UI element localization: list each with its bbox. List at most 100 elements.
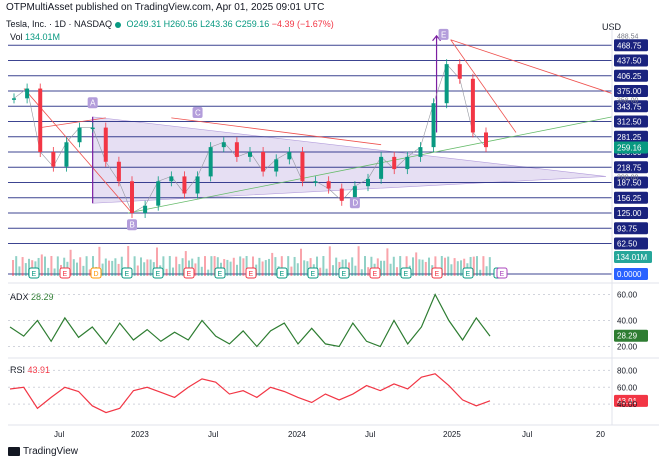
earnings-marker <box>338 267 350 279</box>
ohlc-close: C259.16 <box>235 19 270 29</box>
volume-bar <box>360 269 363 276</box>
earnings-marker <box>152 267 164 279</box>
volume-bar <box>229 261 232 276</box>
time-tick-label: Jul <box>54 430 64 439</box>
price-level-badge <box>614 69 648 82</box>
price-candle <box>431 103 436 148</box>
volume-bar <box>316 256 318 276</box>
hidden-level-label: 488.54 <box>617 34 639 41</box>
rsi-name[interactable]: RSI <box>10 365 26 375</box>
adx-level-label: 40.00 <box>617 317 638 326</box>
price-candle <box>38 88 43 152</box>
volume-bar <box>389 263 392 276</box>
volume-bar <box>207 269 210 276</box>
volume-bar <box>488 257 491 276</box>
volume-bar <box>476 256 478 276</box>
adx-line <box>9 293 491 348</box>
earnings-marker-label: D <box>94 271 99 278</box>
last-price-badge <box>614 141 648 154</box>
volume-value: 134.01M <box>25 32 61 42</box>
trendline <box>40 117 106 128</box>
time-tick-label: Jul <box>522 430 532 439</box>
price-candle <box>405 156 410 170</box>
price-candle <box>64 142 69 167</box>
price-candle <box>77 127 82 143</box>
volume-bar <box>120 256 123 276</box>
volume-bar <box>469 256 472 276</box>
triangle-pattern <box>92 116 607 204</box>
pattern-label: A <box>90 99 96 108</box>
volume-bar <box>197 256 200 276</box>
volume-bar <box>56 256 59 276</box>
price-level-label: 0.0000 <box>617 270 642 279</box>
volume-bar <box>306 261 309 276</box>
symbol-name[interactable]: Tesla, Inc. · 1D · NASDAQ <box>6 19 113 29</box>
price-panel: 468.75 437.50 406.25 375.00 343.75 312.50 281.… <box>8 28 652 280</box>
volume-bar <box>418 259 421 276</box>
price-level-badge <box>614 115 648 128</box>
volume-bar <box>396 267 398 276</box>
price-level-badge <box>614 39 648 52</box>
brand-label: TradingView <box>23 446 79 457</box>
publisher-header: OTPMultiAsset published on TradingView.c… <box>6 2 325 13</box>
price-candle <box>418 147 423 157</box>
earnings-marker <box>307 267 319 279</box>
market-status-icon <box>115 21 122 28</box>
volume-name[interactable]: Vol <box>10 32 23 42</box>
volume-bar <box>264 260 267 276</box>
volume-bar <box>127 246 130 276</box>
price-level-badge <box>614 191 648 204</box>
price-level-label: 187.50 <box>617 179 642 188</box>
volume-bar <box>88 269 91 276</box>
volume-bar <box>242 258 245 276</box>
rsi-value-badge <box>614 394 648 407</box>
volume-bar <box>98 246 101 276</box>
adx-value-badge <box>614 329 648 342</box>
volume-bar <box>191 258 194 276</box>
earnings-marker <box>462 267 474 279</box>
volume-bar <box>50 256 53 276</box>
volume-bar <box>37 257 40 276</box>
long-resistance-line <box>450 39 613 94</box>
volume-bar <box>24 263 27 276</box>
rsi-level-label: 60.00 <box>617 383 638 392</box>
earnings-marker <box>276 267 288 279</box>
price-candle <box>156 181 161 206</box>
rsi-level-label: 80.00 <box>617 366 638 375</box>
volume-bar <box>245 256 248 276</box>
price-level-label: 93.75 <box>617 224 638 233</box>
volume-bar <box>168 256 171 276</box>
volume-bar <box>405 256 408 276</box>
volume-bar <box>156 247 158 276</box>
price-candle <box>51 152 56 167</box>
earnings-marker-label: E <box>404 271 409 278</box>
ohlc-high: H260.56 <box>163 19 198 29</box>
price-level-label: 406.25 <box>617 72 642 81</box>
future-earnings-marker <box>496 267 508 279</box>
volume-bar <box>165 268 168 276</box>
volume-bar <box>428 257 430 276</box>
volume-bar <box>261 261 264 276</box>
volume-bar <box>274 257 277 276</box>
adx-name[interactable]: ADX <box>10 292 29 302</box>
volume-bar <box>47 267 50 276</box>
volume-bar <box>354 265 357 276</box>
tradingview-footer[interactable]: TradingView <box>8 446 78 457</box>
volume-bar <box>101 263 104 276</box>
volume-bar <box>383 260 386 276</box>
hidden-level-label: 200.00 <box>617 174 639 181</box>
volume-bar <box>296 263 299 276</box>
currency-label[interactable]: USD <box>601 22 621 32</box>
future-earnings-label: E <box>500 271 505 278</box>
price-level-badge <box>614 161 648 174</box>
price-level-label: 218.75 <box>617 163 642 172</box>
price-candle <box>326 181 331 189</box>
time-tick-label: Jul <box>365 430 375 439</box>
volume-bar <box>472 256 475 276</box>
volume-bar <box>268 258 270 276</box>
volume-bar <box>226 259 229 276</box>
price-candle <box>143 205 148 213</box>
volume-bar <box>453 258 456 276</box>
